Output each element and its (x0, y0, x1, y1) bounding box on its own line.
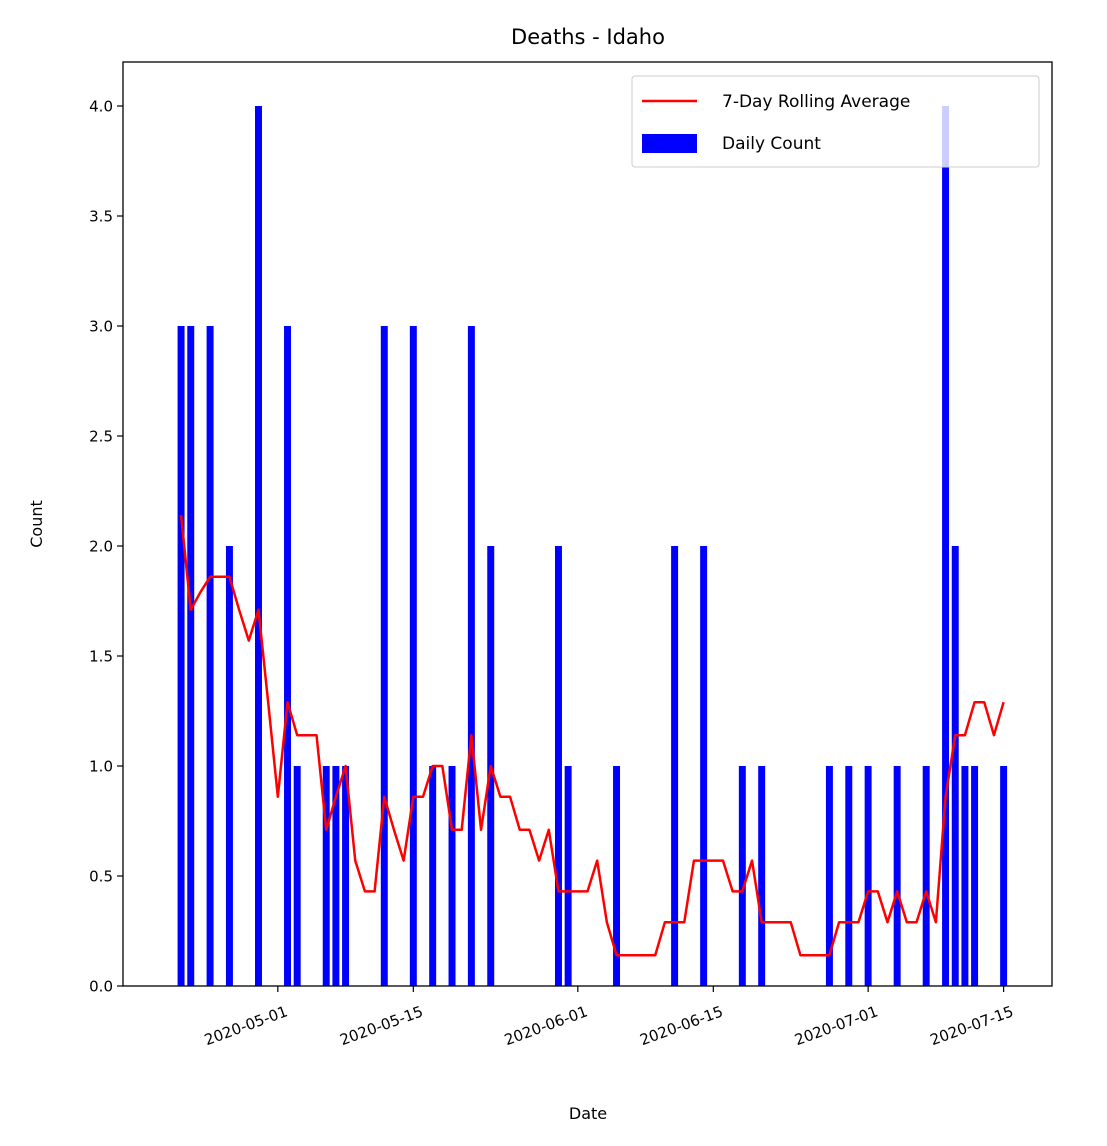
bar (864, 766, 872, 986)
bar (613, 766, 621, 986)
bar (961, 766, 969, 986)
bar (922, 766, 930, 986)
y-tick-label: 0.5 (89, 868, 113, 886)
bar (187, 326, 195, 986)
y-tick-label: 4.0 (89, 98, 113, 116)
y-tick-label: 1.5 (89, 648, 113, 666)
bar (671, 546, 679, 986)
legend: 7-Day Rolling Average Daily Count (631, 75, 1040, 168)
plot-frame (122, 61, 1053, 987)
y-tick-label: 2.5 (89, 428, 113, 446)
bar (1000, 766, 1008, 986)
bar (255, 106, 262, 986)
bar (206, 326, 214, 986)
legend-label-rolling-average: 7-Day Rolling Average (722, 92, 910, 112)
bar (554, 546, 562, 986)
legend-label-daily-count: Daily Count (722, 134, 821, 154)
bar (564, 766, 572, 986)
bar (409, 326, 417, 986)
chart-title: Deaths - Idaho (511, 25, 665, 49)
bar (738, 766, 746, 986)
bar (951, 546, 959, 986)
bar (448, 766, 456, 986)
y-tick-label: 1.0 (89, 758, 113, 776)
line-layer (179, 515, 1005, 957)
bar (342, 766, 350, 986)
y-tick-label: 3.0 (89, 318, 113, 336)
bar (825, 766, 833, 986)
bar (429, 766, 437, 986)
bar (893, 766, 901, 986)
rolling-average-line (179, 515, 1005, 957)
legend-bar-swatch (642, 134, 697, 153)
bar (380, 326, 388, 986)
bar (758, 766, 766, 986)
y-tick-label: 0.0 (89, 978, 113, 996)
bar (177, 326, 185, 986)
x-axis-label: Date (569, 1104, 607, 1123)
bar (845, 766, 853, 986)
bar (332, 766, 340, 986)
bar (971, 766, 979, 986)
bar (467, 326, 475, 986)
bar (322, 766, 330, 986)
bar (225, 546, 233, 986)
y-tick-label: 2.0 (89, 538, 113, 556)
y-axis: 0.0 0.5 1.0 1.5 2.0 2.5 3.0 3.5 4.0 (89, 98, 123, 996)
bar (942, 106, 950, 986)
bar (700, 546, 708, 986)
y-tick-label: 3.5 (89, 208, 113, 226)
y-axis-label: Count (27, 500, 46, 548)
bar (293, 766, 301, 986)
legend-box (631, 75, 1040, 168)
bar (284, 326, 291, 986)
